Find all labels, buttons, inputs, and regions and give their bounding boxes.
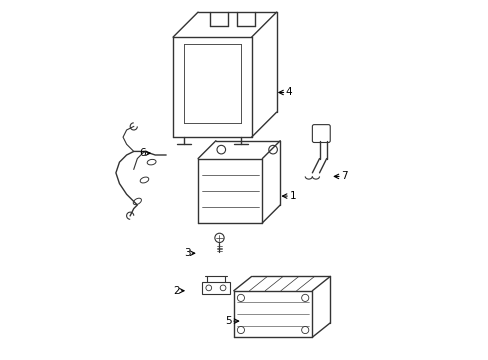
Text: 5: 5 — [224, 316, 231, 326]
Text: 1: 1 — [289, 191, 295, 201]
Text: 7: 7 — [341, 171, 347, 181]
Bar — [201, 282, 230, 294]
Text: 4: 4 — [285, 87, 292, 98]
Text: 6: 6 — [139, 148, 146, 158]
Text: 3: 3 — [183, 248, 190, 258]
Text: 2: 2 — [173, 286, 180, 296]
